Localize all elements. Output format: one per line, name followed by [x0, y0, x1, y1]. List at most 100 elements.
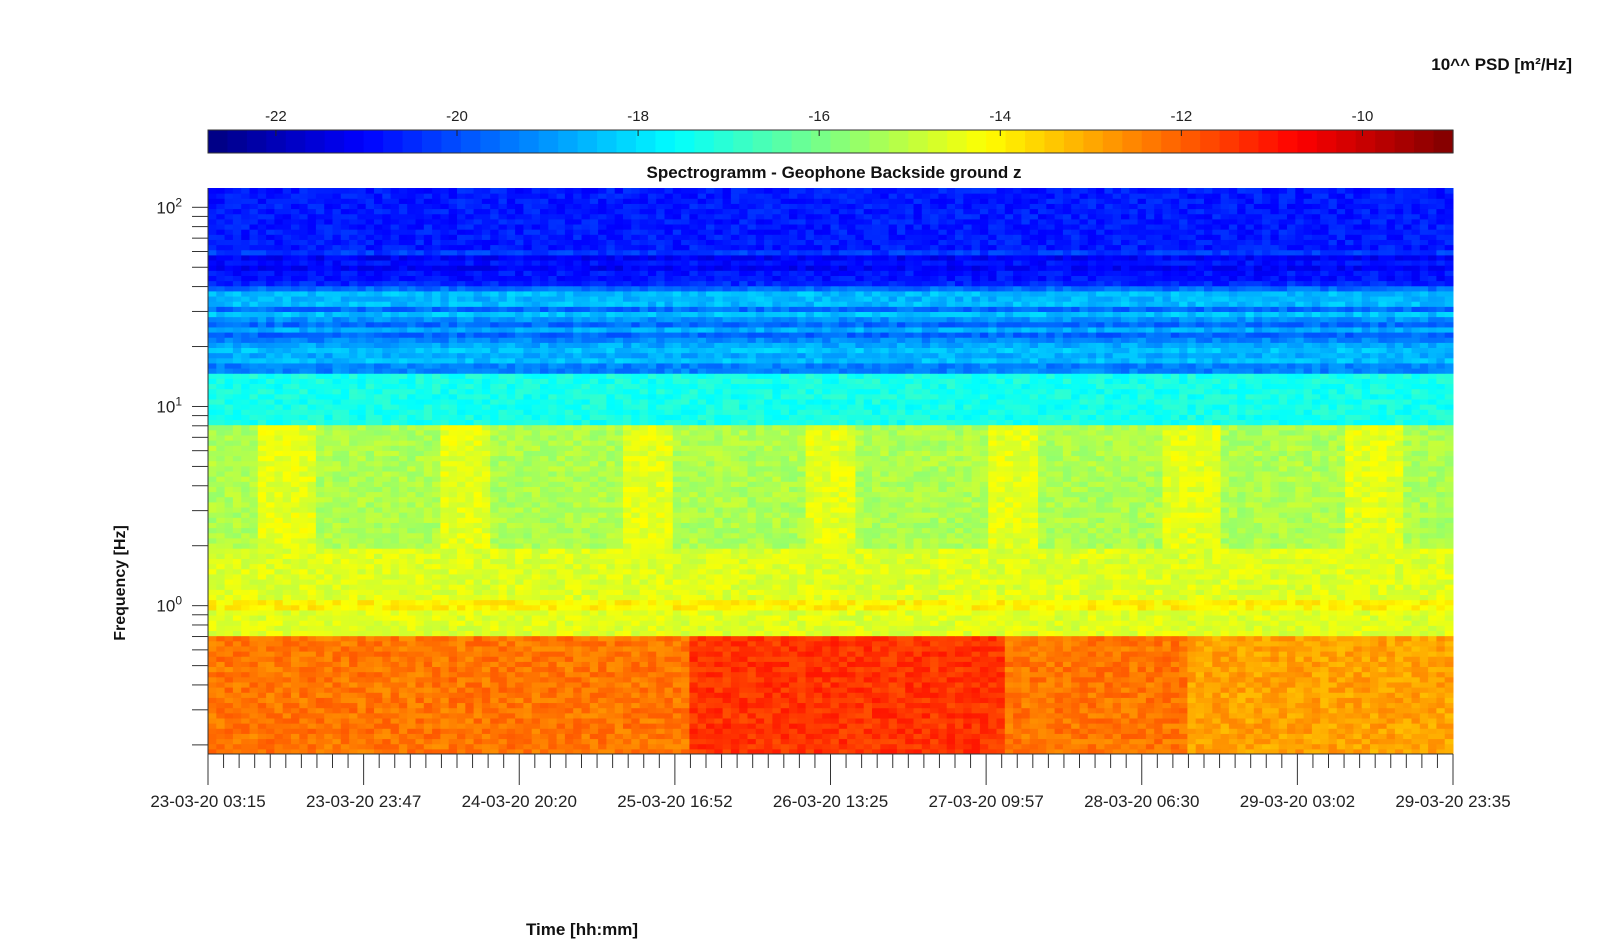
- heatmap-cell: [1195, 635, 1205, 642]
- heatmap-cell: [291, 594, 300, 601]
- heatmap-cell: [340, 589, 350, 595]
- heatmap-cell: [1096, 635, 1105, 642]
- heatmap-cell: [1021, 692, 1031, 698]
- heatmap-cell: [1195, 604, 1205, 611]
- heatmap-cell: [780, 697, 790, 704]
- heatmap-cell: [930, 661, 939, 668]
- heatmap-cell: [706, 728, 715, 734]
- heatmap-cell: [664, 692, 674, 698]
- heatmap-cell: [1361, 651, 1371, 657]
- heatmap-cell: [838, 687, 848, 693]
- heatmap-cell: [1029, 656, 1039, 662]
- heatmap-cell: [332, 620, 342, 626]
- heatmap-cell: [656, 692, 665, 698]
- heatmap-cell: [706, 651, 715, 657]
- heatmap-cell: [1087, 645, 1097, 652]
- heatmap-cell: [1428, 599, 1437, 606]
- heatmap-cell: [971, 604, 981, 611]
- heatmap-cell: [1145, 728, 1155, 734]
- heatmap-cell: [506, 584, 516, 590]
- heatmap-cell: [1054, 697, 1064, 704]
- heatmap-cell: [938, 625, 948, 632]
- heatmap-cell: [1345, 748, 1354, 755]
- heatmap-cell: [1079, 687, 1089, 693]
- heatmap-cell: [448, 630, 458, 637]
- heatmap-cell: [1303, 620, 1313, 626]
- heatmap-cell: [1311, 661, 1321, 668]
- heatmap-cell: [1303, 661, 1313, 668]
- heatmap-cell: [515, 712, 524, 719]
- heatmap-cell: [1328, 681, 1338, 688]
- heatmap-cell: [730, 651, 740, 657]
- heatmap-cell: [232, 635, 242, 642]
- heatmap-cell: [1038, 656, 1047, 662]
- heatmap-cell: [1287, 604, 1296, 611]
- heatmap-cell: [407, 630, 416, 637]
- heatmap-cell: [631, 620, 641, 626]
- heatmap-cell: [1411, 625, 1421, 632]
- heatmap-cell: [830, 609, 840, 616]
- heatmap-cell: [1054, 681, 1064, 688]
- heatmap-cell: [755, 589, 765, 595]
- heatmap-cell: [979, 738, 989, 745]
- heatmap-cell: [697, 625, 707, 632]
- heatmap-cell: [1062, 625, 1072, 632]
- heatmap-cell: [1336, 717, 1346, 724]
- heatmap-cell: [1087, 738, 1097, 745]
- heatmap-cell: [888, 640, 898, 647]
- heatmap-cell: [515, 630, 524, 637]
- heatmap-cell: [656, 717, 665, 724]
- heatmap-cell: [996, 743, 1006, 750]
- heatmap-cell: [706, 733, 715, 740]
- heatmap-cell: [241, 671, 250, 678]
- heatmap-cell: [291, 687, 300, 693]
- heatmap-cell: [1154, 630, 1163, 637]
- heatmap-cell: [639, 681, 649, 688]
- heatmap-cell: [315, 671, 325, 678]
- heatmap-cell: [963, 707, 973, 714]
- heatmap-cell: [1295, 604, 1305, 611]
- heatmap-cell: [1278, 738, 1288, 745]
- heatmap-cell: [1378, 733, 1388, 740]
- heatmap-cell: [257, 609, 267, 616]
- heatmap-cell: [1353, 681, 1363, 688]
- heatmap-cell: [606, 702, 616, 709]
- heatmap-cell: [1361, 620, 1371, 626]
- heatmap-cell: [232, 645, 242, 652]
- heatmap-cell: [797, 620, 807, 626]
- heatmap-cell: [1179, 707, 1188, 714]
- heatmap-cell: [299, 609, 309, 616]
- heatmap-cell: [1345, 717, 1354, 724]
- heatmap-cell: [357, 609, 367, 616]
- heatmap-cell: [988, 728, 997, 734]
- heatmap-cell: [1038, 738, 1047, 745]
- heatmap-cell: [631, 661, 641, 668]
- heatmap-cell: [764, 671, 773, 678]
- heatmap-cell: [1295, 733, 1305, 740]
- heatmap-cell: [1013, 594, 1022, 601]
- heatmap-cell: [1336, 589, 1346, 595]
- heatmap-cell: [706, 723, 715, 729]
- heatmap-cell: [631, 712, 641, 719]
- heatmap-cell: [324, 589, 333, 595]
- heatmap-cell: [855, 707, 865, 714]
- heatmap-cell: [1212, 625, 1222, 632]
- heatmap-cell: [282, 723, 292, 729]
- heatmap-cell: [398, 681, 408, 688]
- heatmap-cell: [515, 615, 524, 621]
- heatmap-cell: [1370, 733, 1379, 740]
- heatmap-cell: [573, 702, 582, 709]
- heatmap-cell: [838, 738, 848, 745]
- heatmap-cell: [1320, 645, 1329, 652]
- heatmap-cell: [357, 733, 367, 740]
- heatmap-cell: [498, 748, 508, 755]
- heatmap-cell: [1062, 645, 1072, 652]
- heatmap-cell: [656, 687, 665, 693]
- heatmap-cell: [1154, 717, 1163, 724]
- heatmap-cell: [614, 599, 624, 606]
- heatmap-cell: [905, 645, 914, 652]
- heatmap-cell: [1444, 620, 1454, 626]
- colorbar-cell: [1161, 130, 1182, 153]
- colorbar-frame: [207, 129, 1454, 154]
- heatmap-cell: [1386, 728, 1396, 734]
